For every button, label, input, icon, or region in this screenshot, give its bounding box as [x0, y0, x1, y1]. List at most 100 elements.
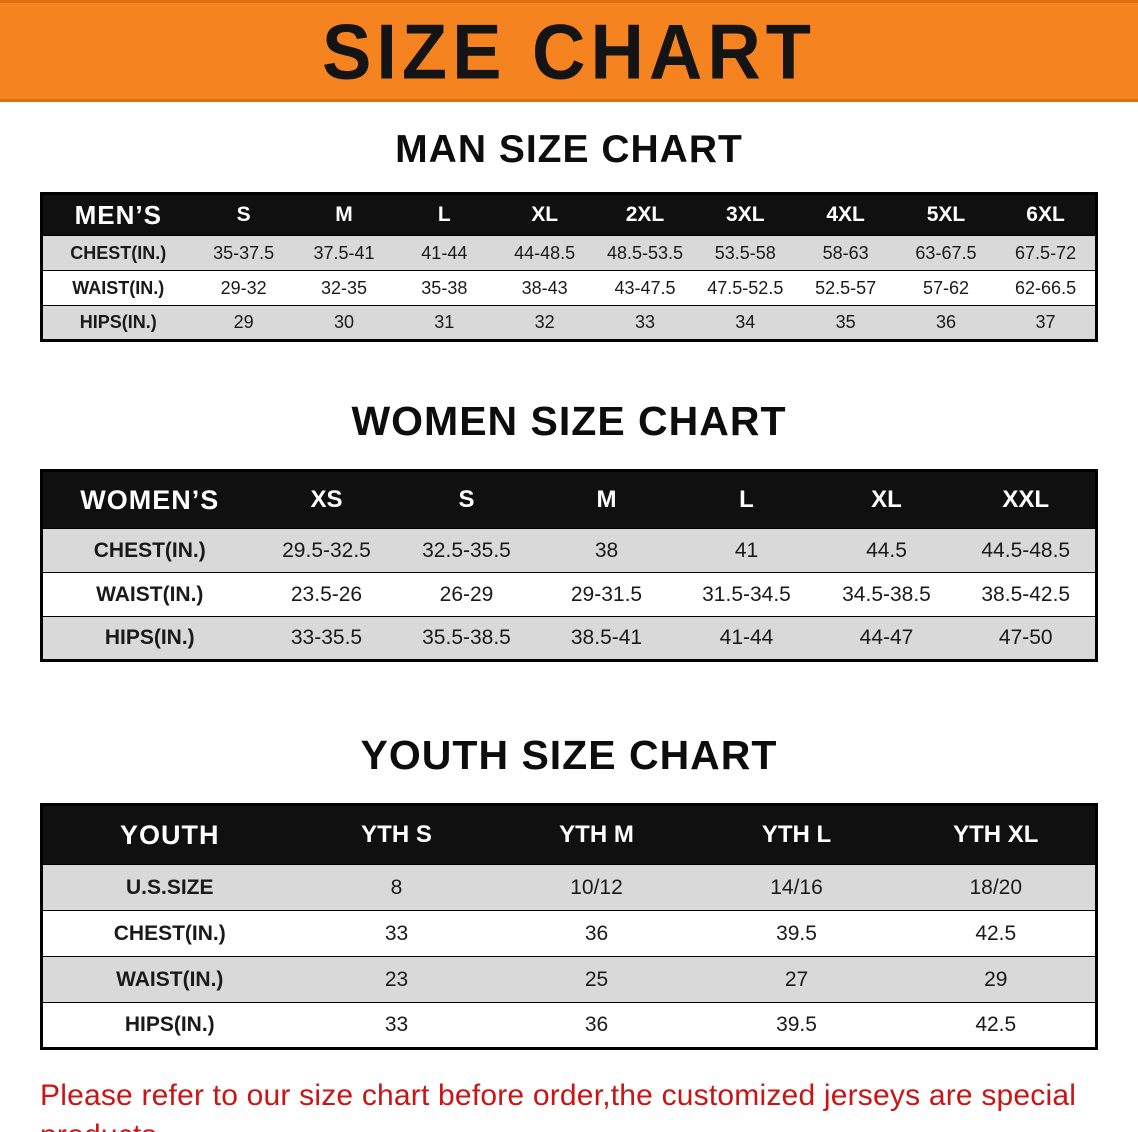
- women-chart-heading: WOMEN SIZE CHART: [351, 398, 787, 444]
- men-size-table: MEN’S S M L XL 2XL 3XL 4XL 5XL 6XL CHEST(IN.) 35-37…: [40, 192, 1098, 342]
- size-value: 36: [496, 910, 697, 957]
- size-value: 39.5: [696, 1002, 897, 1049]
- header-row: YOUTH YTH S YTH M YTH L YTH XL: [41, 804, 1097, 865]
- size-value: 30: [293, 305, 395, 341]
- table-row: HIPS(IN.) 29 30 31 32 33 34 35 36 37: [41, 305, 1097, 341]
- size-value: 33: [296, 910, 497, 957]
- column-header: YTH L: [696, 804, 897, 865]
- size-value: 10/12: [496, 864, 697, 911]
- size-value: 34.5-38.5: [816, 572, 957, 617]
- column-header: 2XL: [594, 193, 696, 236]
- size-value: 48.5-53.5: [594, 235, 696, 271]
- size-value: 29: [896, 956, 1097, 1003]
- size-value: 44-48.5: [494, 235, 595, 271]
- column-header: YTH M: [496, 804, 697, 865]
- size-value: 44.5: [816, 528, 957, 573]
- size-value: 35-37.5: [193, 235, 294, 271]
- size-value: 38.5-41: [536, 616, 677, 661]
- size-chart-sections: MAN SIZE CHART MEN’S S M L XL 2XL 3XL 4XL 5XL 6XL C…: [0, 128, 1138, 1050]
- size-value: 41-44: [676, 616, 817, 661]
- men-chart-heading: MAN SIZE CHART: [395, 128, 743, 171]
- youth-size-chart-section: YOUTH SIZE CHART YOUTH YTH S YTH M YTH L YTH …: [0, 732, 1138, 1050]
- size-value: 43-47.5: [594, 270, 696, 306]
- size-value: 41-44: [394, 235, 495, 271]
- size-value: 27: [696, 956, 897, 1003]
- size-value: 31: [394, 305, 495, 341]
- size-value: 29-32: [193, 270, 294, 306]
- size-value: 33: [594, 305, 696, 341]
- column-header: M: [293, 193, 395, 236]
- size-value: 8: [296, 864, 497, 911]
- size-value: 33: [296, 1002, 497, 1049]
- size-value: 63-67.5: [895, 235, 997, 271]
- page-title: SIZE CHART: [322, 7, 816, 95]
- table-row: WAIST(IN.) 23 25 27 29: [41, 956, 1097, 1003]
- women-size-chart-section: WOMEN SIZE CHART WOMEN’S XS S M L XL XXL CHEST(I…: [0, 398, 1138, 662]
- size-value: 39.5: [696, 910, 897, 957]
- header-row: MEN’S S M L XL 2XL 3XL 4XL 5XL 6XL: [41, 193, 1097, 236]
- size-value: 47.5-52.5: [695, 270, 796, 306]
- header-row: WOMEN’S XS S M L XL XXL: [41, 470, 1097, 529]
- size-value: 25: [496, 956, 697, 1003]
- size-value: 57-62: [895, 270, 997, 306]
- size-value: 41: [676, 528, 817, 573]
- row-label: WAIST(IN.): [41, 572, 257, 617]
- table-row: U.S.SIZE 8 10/12 14/16 18/20: [41, 864, 1097, 911]
- column-header: L: [676, 470, 817, 529]
- size-value: 44.5-48.5: [956, 528, 1097, 573]
- size-value: 38: [536, 528, 677, 573]
- column-header: XL: [494, 193, 595, 236]
- size-value: 23.5-26: [256, 572, 397, 617]
- column-header: XXL: [956, 470, 1097, 529]
- table-row: HIPS(IN.) 33-35.5 35.5-38.5 38.5-41 41-44 44-…: [41, 616, 1097, 661]
- size-value: 58-63: [795, 235, 896, 271]
- row-label: CHEST(IN.): [41, 528, 257, 573]
- size-value: 29.5-32.5: [256, 528, 397, 573]
- row-label: CHEST(IN.): [41, 910, 297, 957]
- size-value: 29-31.5: [536, 572, 677, 617]
- table-row: CHEST(IN.) 35-37.5 37.5-41 41-44 44-48.5 48.5…: [41, 235, 1097, 271]
- row-label: WAIST(IN.): [41, 270, 194, 306]
- column-header: XL: [816, 470, 957, 529]
- column-header: 3XL: [695, 193, 796, 236]
- row-label: U.S.SIZE: [41, 864, 297, 911]
- column-header: XS: [256, 470, 397, 529]
- youth-size-table: YOUTH YTH S YTH M YTH L YTH XL U.S.SIZE 8 10/12…: [40, 803, 1098, 1050]
- size-value: 34: [695, 305, 796, 341]
- size-value: 53.5-58: [695, 235, 796, 271]
- size-value: 32.5-35.5: [396, 528, 537, 573]
- column-header: YTH XL: [896, 804, 1097, 865]
- men-size-chart-section: MAN SIZE CHART MEN’S S M L XL 2XL 3XL 4XL 5XL 6XL C…: [0, 128, 1138, 342]
- size-value: 52.5-57: [795, 270, 896, 306]
- size-value: 35: [795, 305, 896, 341]
- size-value: 33-35.5: [256, 616, 397, 661]
- women-size-table: WOMEN’S XS S M L XL XXL CHEST(IN.) 29.5-32.5 32.5…: [40, 469, 1098, 662]
- notice-line-1: Please refer to our size chart before or…: [40, 1079, 1077, 1132]
- size-value: 37: [996, 305, 1097, 341]
- size-value: 42.5: [896, 1002, 1097, 1049]
- size-value: 29: [193, 305, 294, 341]
- table-row: CHEST(IN.) 33 36 39.5 42.5: [41, 910, 1097, 957]
- size-value: 37.5-41: [293, 235, 395, 271]
- size-value: 42.5: [896, 910, 1097, 957]
- size-value: 32-35: [293, 270, 395, 306]
- column-header: 6XL: [996, 193, 1097, 236]
- size-value: 23: [296, 956, 497, 1003]
- table-row: HIPS(IN.) 33 36 39.5 42.5: [41, 1002, 1097, 1049]
- column-header: L: [394, 193, 495, 236]
- column-header: YTH S: [296, 804, 497, 865]
- size-value: 14/16: [696, 864, 897, 911]
- table-row: WAIST(IN.) 23.5-26 26-29 29-31.5 31.5-34.5 34…: [41, 572, 1097, 617]
- size-value: 44-47: [816, 616, 957, 661]
- size-value: 62-66.5: [996, 270, 1097, 306]
- size-value: 47-50: [956, 616, 1097, 661]
- size-value: 35-38: [394, 270, 495, 306]
- row-label: WAIST(IN.): [41, 956, 297, 1003]
- table-title-cell: YOUTH: [41, 804, 297, 865]
- size-value: 36: [895, 305, 997, 341]
- youth-chart-heading: YOUTH SIZE CHART: [360, 732, 778, 778]
- size-value: 38.5-42.5: [956, 572, 1097, 617]
- size-value: 18/20: [896, 864, 1097, 911]
- column-header: S: [193, 193, 294, 236]
